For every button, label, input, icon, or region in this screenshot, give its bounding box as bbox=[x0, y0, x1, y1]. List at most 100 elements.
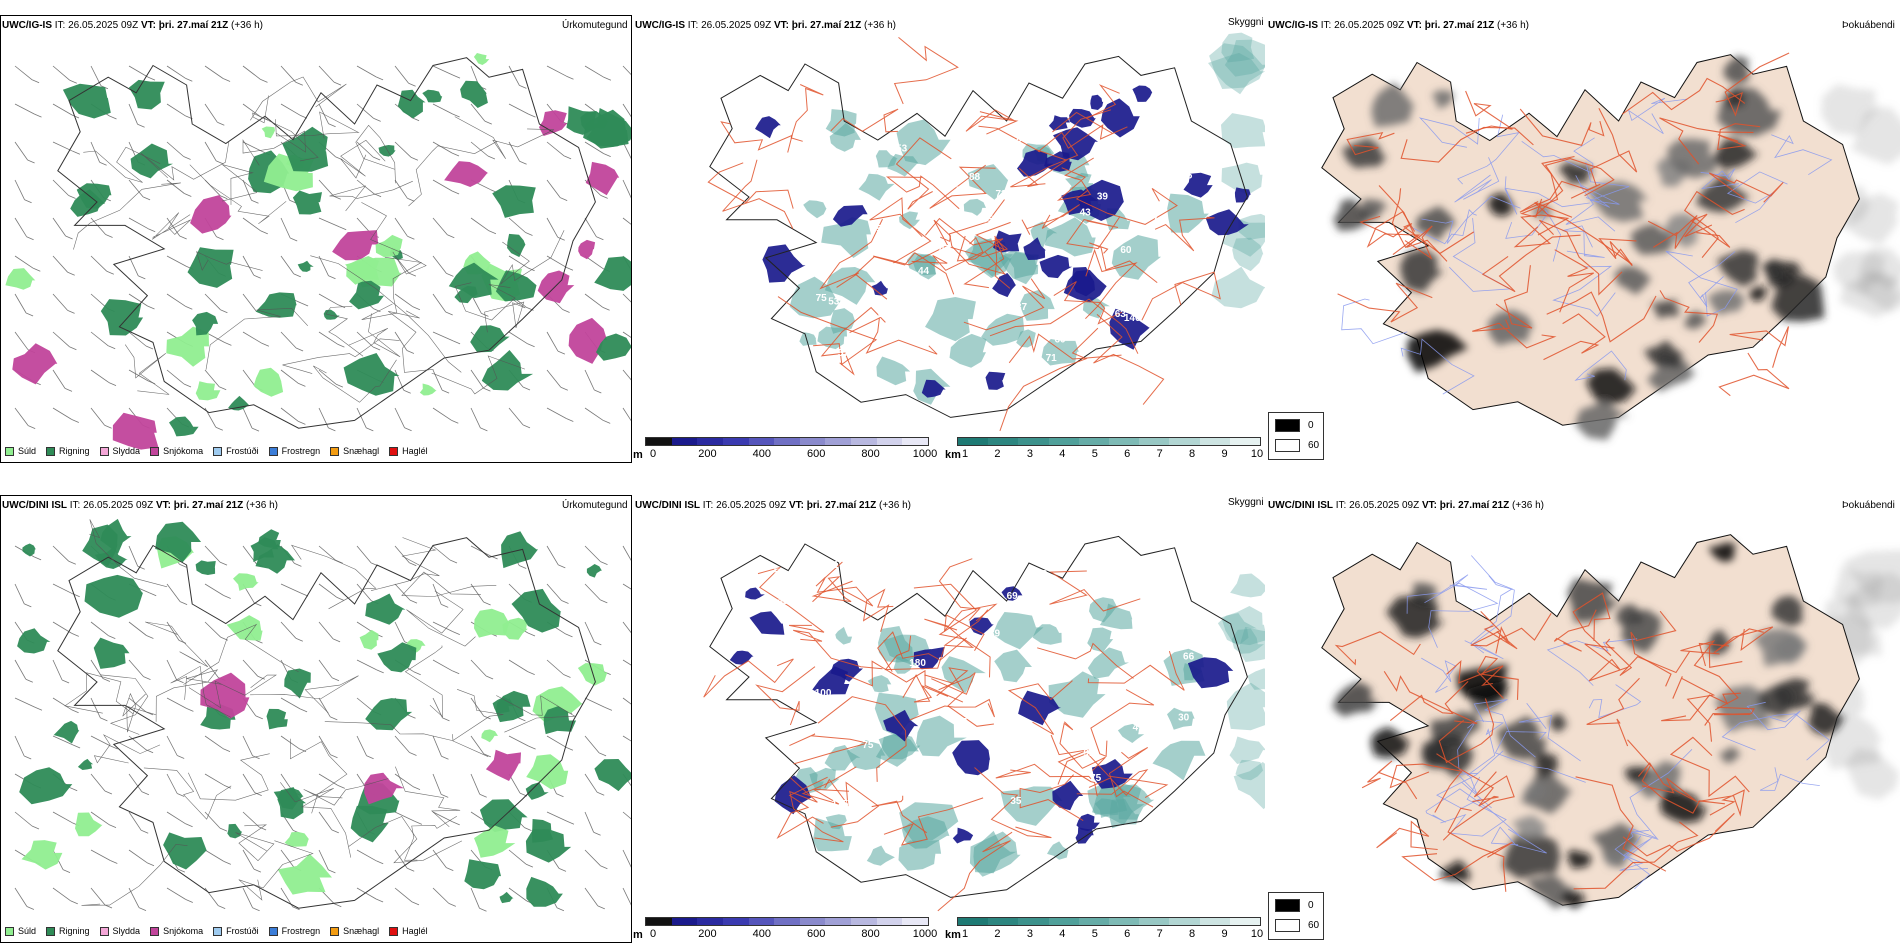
map-line bbox=[1472, 319, 1557, 349]
wind-barb bbox=[376, 669, 384, 674]
wind-barb bbox=[220, 309, 228, 314]
legend-item: Slydda bbox=[99, 926, 140, 936]
wind-barb bbox=[331, 829, 339, 834]
map-line bbox=[1438, 698, 1495, 764]
cloud-cell bbox=[1205, 209, 1249, 236]
wind-barb bbox=[470, 141, 489, 157]
init-time: 26.05.2025 09Z bbox=[83, 500, 154, 511]
map-line bbox=[1573, 821, 1699, 890]
legend-label: Frostúði bbox=[226, 446, 259, 456]
cloud-base-label: 51 bbox=[956, 185, 968, 196]
wind-barb bbox=[622, 621, 631, 634]
wind-barb bbox=[52, 659, 63, 681]
map-line bbox=[1715, 52, 1790, 117]
wind-barb bbox=[407, 235, 415, 240]
wind-barb bbox=[584, 887, 599, 907]
map-line bbox=[1440, 776, 1507, 837]
wind-barb bbox=[432, 179, 453, 192]
wind-barb bbox=[65, 235, 73, 240]
wind-barb bbox=[147, 305, 155, 310]
wind-barb bbox=[318, 545, 336, 561]
map-line bbox=[454, 116, 555, 159]
wind-barb bbox=[593, 831, 601, 836]
wind-barb bbox=[128, 293, 148, 307]
fog-cell bbox=[1713, 138, 1760, 170]
wind-barb bbox=[166, 255, 187, 267]
wind-barb bbox=[448, 903, 456, 907]
colorbar-cells bbox=[645, 917, 929, 926]
map-line bbox=[73, 182, 181, 250]
wind-barb bbox=[14, 331, 29, 350]
cloud-base-labels: 44 39 49 47 57 50 41 67 45 74 41 47 66 30 74 130 88 69 125… bbox=[774, 560, 1195, 863]
map-line bbox=[122, 692, 156, 733]
fog-cell bbox=[1683, 310, 1707, 329]
wind-barb bbox=[14, 887, 28, 907]
wind-barb bbox=[598, 752, 607, 757]
map-line bbox=[1421, 195, 1521, 244]
map-line bbox=[280, 782, 352, 858]
precip-cell bbox=[525, 782, 549, 800]
colorbar-cell bbox=[748, 438, 775, 445]
visibility-cell bbox=[1087, 647, 1129, 679]
wind-barb bbox=[603, 420, 611, 424]
colorbar-cells bbox=[957, 437, 1261, 446]
legend-label: Snæhagl bbox=[343, 926, 380, 936]
precip-panel-2: Súld Rigning Slydda Snjókoma Frostúði Frostre… bbox=[0, 495, 632, 943]
colorbar-cell bbox=[902, 918, 929, 925]
map-line bbox=[388, 310, 434, 373]
colorbar-tick: 8 bbox=[1189, 928, 1196, 940]
fog-cell bbox=[1502, 832, 1561, 879]
wind-barb bbox=[253, 868, 262, 873]
colorbar-cell bbox=[774, 438, 800, 445]
wind-barb bbox=[242, 331, 263, 344]
wind-barb bbox=[261, 342, 270, 347]
wind-barb bbox=[546, 141, 565, 157]
map-line bbox=[454, 282, 516, 321]
map-line bbox=[776, 776, 828, 840]
coastline bbox=[57, 57, 596, 429]
wind-barb bbox=[470, 773, 481, 795]
model-name: UWC/DINI ISL bbox=[1268, 500, 1333, 511]
fog-cell bbox=[1604, 850, 1627, 868]
map-line bbox=[924, 672, 976, 695]
precip-cell bbox=[155, 521, 202, 563]
wind-barb bbox=[242, 255, 255, 276]
colorbar-cell bbox=[1199, 918, 1230, 925]
wind-barb bbox=[558, 868, 567, 872]
wind-barb bbox=[508, 407, 524, 426]
fog-legend-item: 60 bbox=[1275, 439, 1319, 452]
wind-barb bbox=[470, 545, 491, 557]
wind-barb bbox=[432, 331, 454, 342]
visibility-cell bbox=[967, 164, 1009, 200]
map-line bbox=[1337, 282, 1433, 323]
precip-cell bbox=[5, 268, 36, 290]
precip-cell bbox=[195, 381, 221, 401]
wind-barb bbox=[52, 697, 72, 711]
wind-barb bbox=[166, 621, 180, 641]
precip-cell bbox=[585, 161, 620, 196]
wind-barb bbox=[451, 190, 460, 195]
wind-barb bbox=[432, 621, 453, 632]
wind-barb bbox=[525, 232, 533, 236]
wind-barb bbox=[432, 141, 453, 154]
wind-barb bbox=[356, 179, 375, 195]
wind-barb bbox=[479, 907, 487, 912]
map-line bbox=[1400, 338, 1475, 395]
precip-cell bbox=[346, 256, 379, 285]
wind-barb bbox=[584, 545, 601, 562]
ceiling-colorbar-1: m 0 200 400 600 800 1000 bbox=[633, 437, 937, 463]
wind-barb bbox=[128, 773, 143, 793]
cloud-base-label: 75 bbox=[862, 740, 874, 751]
wind-barb bbox=[488, 230, 497, 235]
wind-barb bbox=[216, 160, 224, 165]
map-line bbox=[1574, 350, 1627, 381]
wind-barb bbox=[222, 748, 231, 752]
map-line bbox=[1546, 638, 1638, 686]
colorbar-cell bbox=[1139, 438, 1170, 445]
wind-barb bbox=[166, 583, 181, 602]
cloud-base-label: 125 bbox=[832, 799, 849, 810]
wind-barb bbox=[90, 407, 105, 426]
map-line bbox=[1089, 242, 1158, 283]
cloud-base-label: 60 bbox=[1054, 335, 1066, 346]
map-line bbox=[1446, 659, 1504, 687]
